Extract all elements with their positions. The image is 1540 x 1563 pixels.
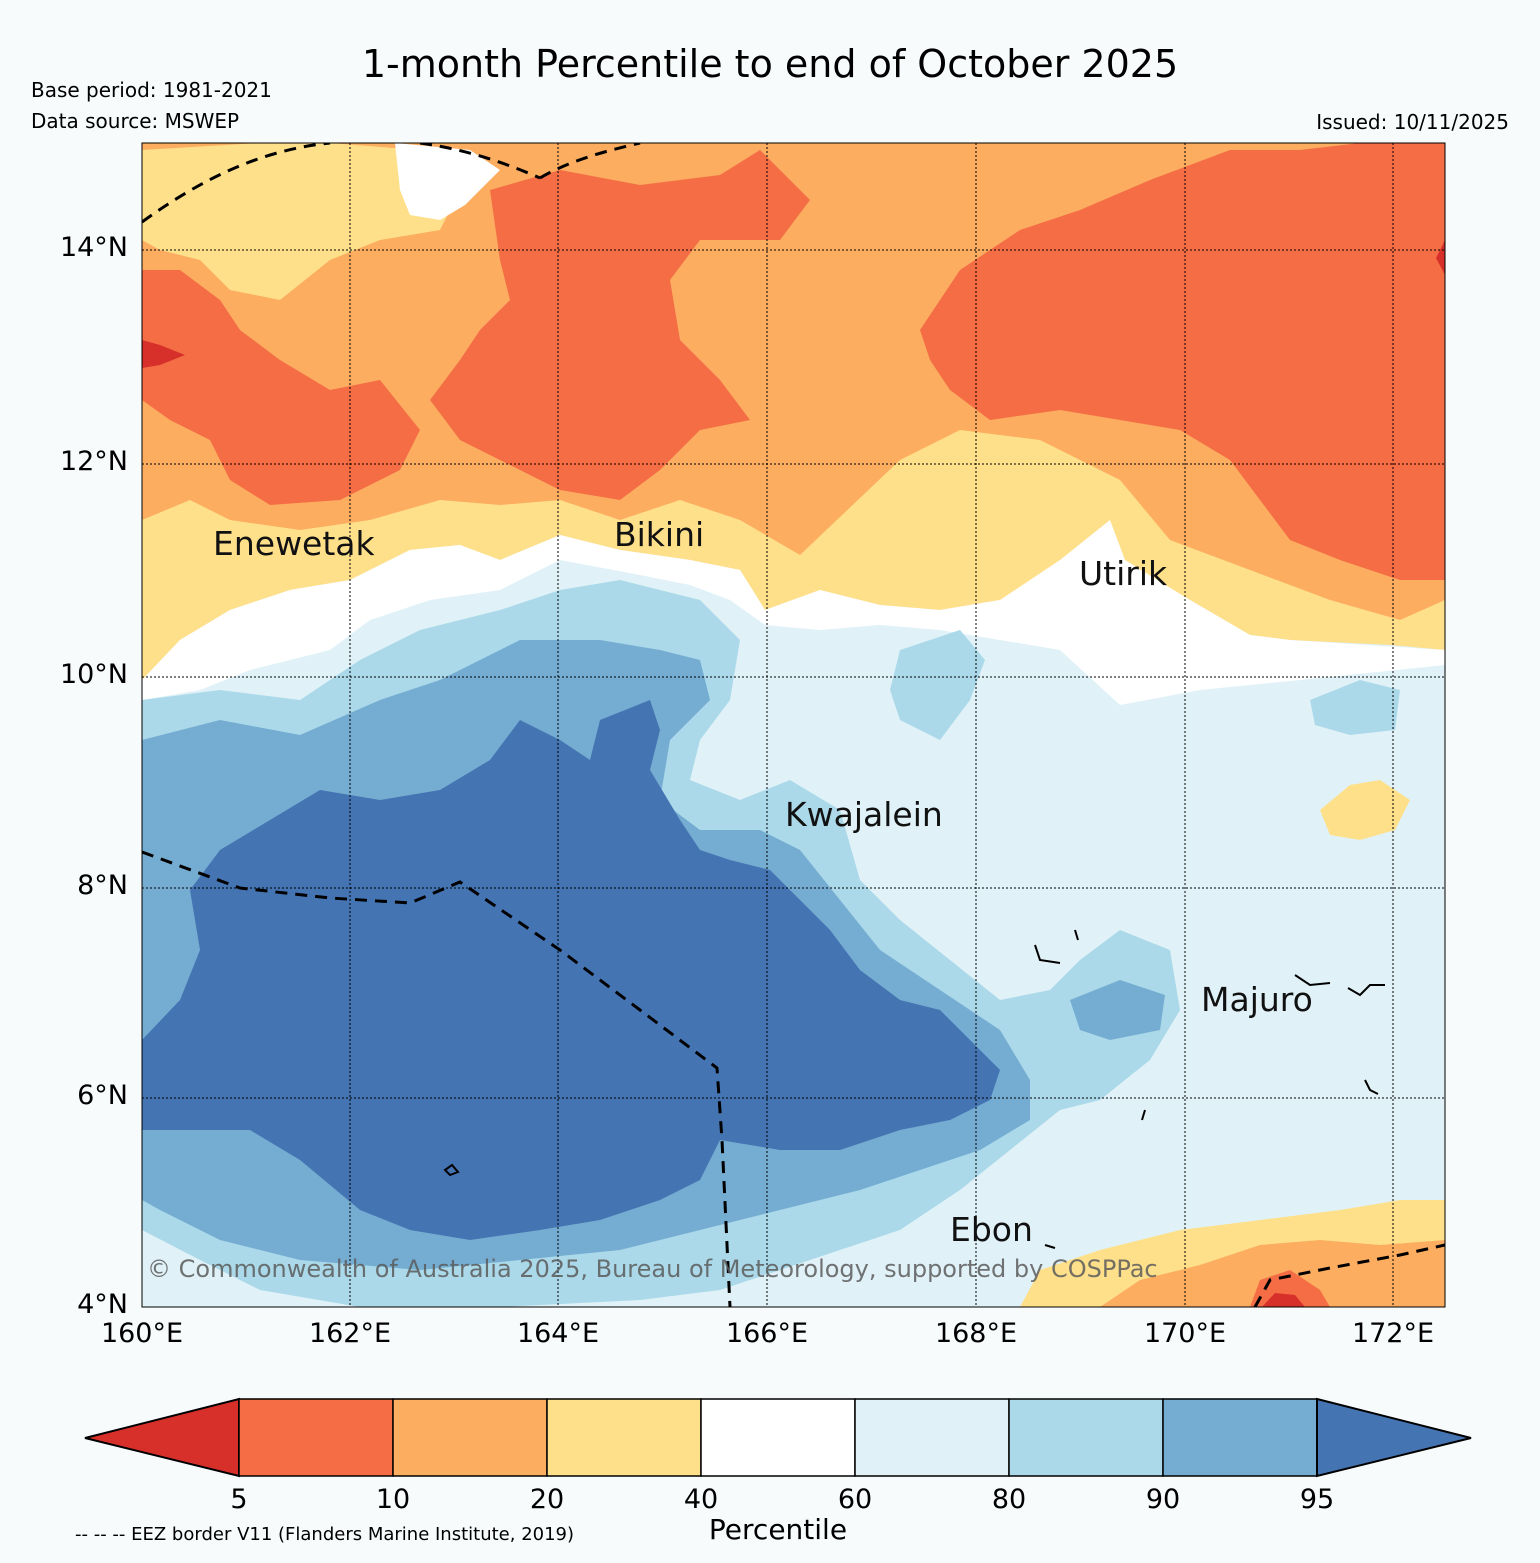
- colorbar-title: Percentile: [708, 1513, 848, 1546]
- place-utirik: Utirik: [1079, 554, 1168, 593]
- lon-label: 162°E: [308, 1318, 392, 1349]
- colorbar-tick: 10: [375, 1484, 411, 1515]
- place-bikini: Bikini: [614, 515, 705, 554]
- map-frame: [141, 142, 1446, 1308]
- lon-label: 164°E: [516, 1318, 600, 1349]
- lon-label: 160°E: [100, 1318, 184, 1349]
- colorbar-tick: 20: [529, 1484, 565, 1515]
- map-title: 1-month Percentile to end of October 202…: [361, 42, 1179, 86]
- copyright-notice: © Commonwealth of Australia 2025, Bureau…: [147, 1255, 1158, 1283]
- percentile-field: [142, 143, 1445, 1307]
- colorbar-tick: 90: [1145, 1484, 1181, 1515]
- colorbar-segment-40-60: [700, 1398, 856, 1477]
- colorbar-segment-90-95: [1162, 1398, 1318, 1477]
- eez-border: [142, 143, 1445, 1307]
- place-ebon: Ebon: [950, 1210, 1033, 1249]
- lat-label: 12°N: [59, 446, 128, 477]
- lon-label: 166°E: [725, 1318, 809, 1349]
- colorbar-segment-lt5: [84, 1397, 240, 1478]
- colorbar-tick: 95: [1299, 1484, 1335, 1515]
- issued-date: Issued: 10/11/2025: [1316, 110, 1509, 134]
- colorbar-segment-60-80: [854, 1398, 1010, 1477]
- place-enewetak: Enewetak: [213, 524, 375, 563]
- colorbar-tick: 60: [837, 1484, 873, 1515]
- lat-label: 8°N: [77, 870, 128, 901]
- colorbar-segment-gt95: [1316, 1397, 1472, 1478]
- data-source: Data source: MSWEP: [31, 109, 240, 133]
- place-majuro: Majuro: [1201, 980, 1313, 1019]
- colorbar-segment-5-10: [238, 1398, 394, 1477]
- islands: [443, 929, 1385, 1249]
- colorbar-segment-10-20: [392, 1398, 548, 1477]
- colorbar-tick: 40: [683, 1484, 719, 1515]
- base-period: Base period: 1981-2021: [31, 78, 272, 102]
- place-kwajalein: Kwajalein: [785, 795, 943, 834]
- eez-legend-note: -- -- -- EEZ border V11 (Flanders Marine…: [75, 1524, 575, 1545]
- colorbar-tick: 80: [991, 1484, 1027, 1515]
- lat-label: 10°N: [59, 659, 128, 690]
- lat-label: 4°N: [77, 1289, 128, 1320]
- colorbar-tick: 5: [230, 1484, 248, 1515]
- colorbar: [84, 1397, 1472, 1478]
- lat-label: 14°N: [59, 232, 128, 263]
- colorbar-segment-80-90: [1008, 1398, 1164, 1477]
- lon-label: 168°E: [934, 1318, 1018, 1349]
- lon-label: 172°E: [1351, 1318, 1435, 1349]
- lon-label: 170°E: [1143, 1318, 1227, 1349]
- colorbar-segment-20-40: [546, 1398, 702, 1477]
- lat-label: 6°N: [77, 1080, 128, 1111]
